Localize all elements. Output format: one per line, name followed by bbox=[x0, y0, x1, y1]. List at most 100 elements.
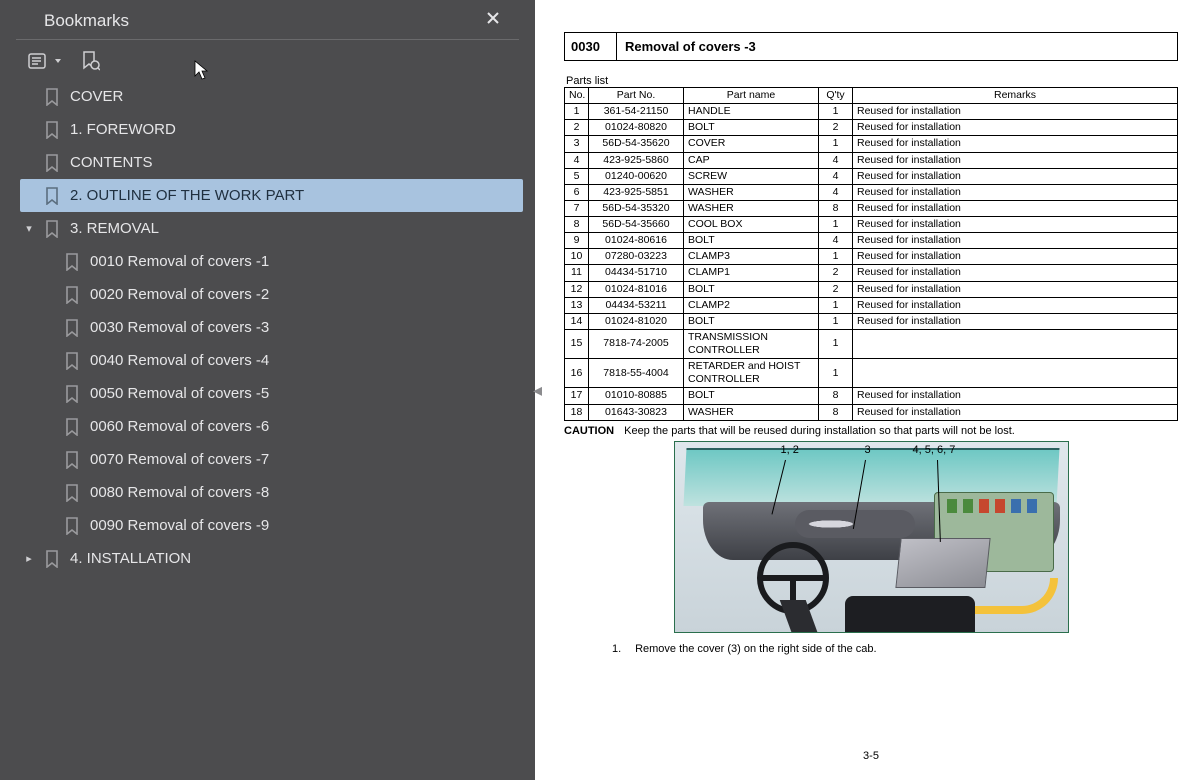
table-cell: 12 bbox=[565, 281, 589, 297]
table-cell: 2 bbox=[819, 265, 853, 281]
caution-label: CAUTION bbox=[564, 425, 614, 437]
table-row: 901024-80616BOLT4Reused for installation bbox=[565, 233, 1178, 249]
section-title: Removal of covers -3 bbox=[617, 33, 1177, 60]
page-number: 3-5 bbox=[542, 750, 1200, 762]
bookmark-label: 0040 Removal of covers -4 bbox=[90, 352, 269, 369]
table-cell: Reused for installation bbox=[853, 281, 1178, 297]
cab-illustration: 1, 2 3 4, 5, 6, 7 bbox=[675, 442, 1068, 632]
table-row: 1801643-30823WASHER8Reused for installat… bbox=[565, 404, 1178, 420]
table-cell: SCREW bbox=[684, 168, 819, 184]
step-text: Remove the cover (3) on the right side o… bbox=[635, 643, 877, 655]
table-cell: Reused for installation bbox=[853, 152, 1178, 168]
table-cell: CLAMP1 bbox=[684, 265, 819, 281]
bookmark-item[interactable]: 0040 Removal of covers -4 bbox=[20, 344, 523, 377]
table-cell: 2 bbox=[819, 120, 853, 136]
bookmark-item[interactable]: 0010 Removal of covers -1 bbox=[20, 245, 523, 278]
table-cell: 4 bbox=[819, 233, 853, 249]
table-cell: Reused for installation bbox=[853, 120, 1178, 136]
table-cell: 17 bbox=[565, 388, 589, 404]
bookmark-item[interactable]: COVER bbox=[20, 80, 523, 113]
section-heading: 0030 Removal of covers -3 bbox=[564, 32, 1178, 61]
parts-list-caption: Parts list bbox=[564, 75, 1178, 87]
table-header: Q'ty bbox=[819, 88, 853, 104]
table-cell: COVER bbox=[684, 136, 819, 152]
bookmark-item[interactable]: CONTENTS bbox=[20, 146, 523, 179]
table-header: Part name bbox=[684, 88, 819, 104]
chevron-right-icon[interactable]: ▸ bbox=[22, 552, 36, 565]
bookmark-item[interactable]: 0080 Removal of covers -8 bbox=[20, 476, 523, 509]
caution-text: Keep the parts that will be reused durin… bbox=[624, 425, 1015, 437]
table-cell: 56D-54-35620 bbox=[589, 136, 684, 152]
table-cell: Reused for installation bbox=[853, 168, 1178, 184]
bookmark-label: 0050 Removal of covers -5 bbox=[90, 385, 269, 402]
bookmark-item[interactable]: 0030 Removal of covers -3 bbox=[20, 311, 523, 344]
table-cell: Reused for installation bbox=[853, 313, 1178, 329]
table-cell: 1 bbox=[819, 359, 853, 388]
table-cell: TRANSMISSION CONTROLLER bbox=[684, 329, 819, 358]
bookmarks-panel: Bookmarks COVER 1. FOREWORD CONTENTS 2. OUT… bbox=[0, 0, 535, 780]
bookmark-label: 0090 Removal of covers -9 bbox=[90, 517, 269, 534]
bookmark-icon bbox=[44, 121, 62, 139]
table-cell: BOLT bbox=[684, 388, 819, 404]
bookmark-icon bbox=[44, 220, 62, 238]
bookmark-item[interactable]: ▾3. REMOVAL bbox=[20, 212, 523, 245]
options-icon[interactable] bbox=[28, 52, 62, 70]
table-header: Remarks bbox=[853, 88, 1178, 104]
table-cell: 14 bbox=[565, 313, 589, 329]
close-icon[interactable] bbox=[485, 10, 501, 31]
table-cell: 04434-53211 bbox=[589, 297, 684, 313]
table-cell: 1 bbox=[819, 217, 853, 233]
bookmark-icon bbox=[64, 319, 82, 337]
caution-note: CAUTION Keep the parts that will be reuse… bbox=[564, 425, 1178, 437]
panel-divider[interactable]: ◀ bbox=[535, 0, 542, 780]
table-row: 1201024-81016BOLT2Reused for installatio… bbox=[565, 281, 1178, 297]
bookmark-item[interactable]: 0060 Removal of covers -6 bbox=[20, 410, 523, 443]
bookmark-label: CONTENTS bbox=[70, 154, 153, 171]
table-row: 201024-80820BOLT2Reused for installation bbox=[565, 120, 1178, 136]
bookmarks-title: Bookmarks bbox=[44, 11, 485, 31]
table-cell: 01240-00620 bbox=[589, 168, 684, 184]
table-cell: 4 bbox=[819, 184, 853, 200]
bookmark-item[interactable]: 0050 Removal of covers -5 bbox=[20, 377, 523, 410]
table-cell: 2 bbox=[819, 281, 853, 297]
bookmark-icon bbox=[64, 352, 82, 370]
find-bookmark-icon[interactable] bbox=[80, 50, 100, 72]
table-row: 856D-54-35660COOL BOX1Reused for install… bbox=[565, 217, 1178, 233]
bookmark-item[interactable]: 0070 Removal of covers -7 bbox=[20, 443, 523, 476]
bookmark-item[interactable]: 0020 Removal of covers -2 bbox=[20, 278, 523, 311]
bookmark-icon bbox=[44, 550, 62, 568]
table-cell: BOLT bbox=[684, 233, 819, 249]
table-cell: Reused for installation bbox=[853, 104, 1178, 120]
table-row: 1007280-03223CLAMP31Reused for installat… bbox=[565, 249, 1178, 265]
table-cell: RETARDER and HOIST CONTROLLER bbox=[684, 359, 819, 388]
bookmark-item[interactable]: 0090 Removal of covers -9 bbox=[20, 509, 523, 542]
bookmark-item[interactable]: ▸ 4. INSTALLATION bbox=[20, 542, 523, 575]
bookmark-icon bbox=[44, 88, 62, 106]
table-cell: Reused for installation bbox=[853, 136, 1178, 152]
table-row: 4423-925-5860CAP4Reused for installation bbox=[565, 152, 1178, 168]
chevron-down-icon[interactable]: ▾ bbox=[22, 222, 36, 235]
bookmark-label: 4. INSTALLATION bbox=[70, 550, 191, 567]
table-cell: CAP bbox=[684, 152, 819, 168]
table-cell: 10 bbox=[565, 249, 589, 265]
table-cell: 07280-03223 bbox=[589, 249, 684, 265]
table-row: 1701010-80885BOLT8Reused for installatio… bbox=[565, 388, 1178, 404]
table-cell: 423-925-5851 bbox=[589, 184, 684, 200]
table-header: No. bbox=[565, 88, 589, 104]
table-cell: 01010-80885 bbox=[589, 388, 684, 404]
bookmark-icon bbox=[64, 418, 82, 436]
bookmark-item[interactable]: 2. OUTLINE OF THE WORK PART bbox=[20, 179, 523, 212]
bookmark-icon bbox=[64, 451, 82, 469]
table-cell: Reused for installation bbox=[853, 404, 1178, 420]
bookmark-label: COVER bbox=[70, 88, 123, 105]
table-cell: 1 bbox=[819, 249, 853, 265]
bookmark-icon bbox=[44, 187, 62, 205]
table-row: 157818-74-2005TRANSMISSION CONTROLLER1 bbox=[565, 329, 1178, 358]
bookmark-icon bbox=[64, 517, 82, 535]
table-cell: 423-925-5860 bbox=[589, 152, 684, 168]
bookmark-label: 0030 Removal of covers -3 bbox=[90, 319, 269, 336]
bookmark-item[interactable]: 1. FOREWORD bbox=[20, 113, 523, 146]
callout-4567: 4, 5, 6, 7 bbox=[913, 444, 956, 456]
table-cell: 16 bbox=[565, 359, 589, 388]
table-cell: 1 bbox=[565, 104, 589, 120]
